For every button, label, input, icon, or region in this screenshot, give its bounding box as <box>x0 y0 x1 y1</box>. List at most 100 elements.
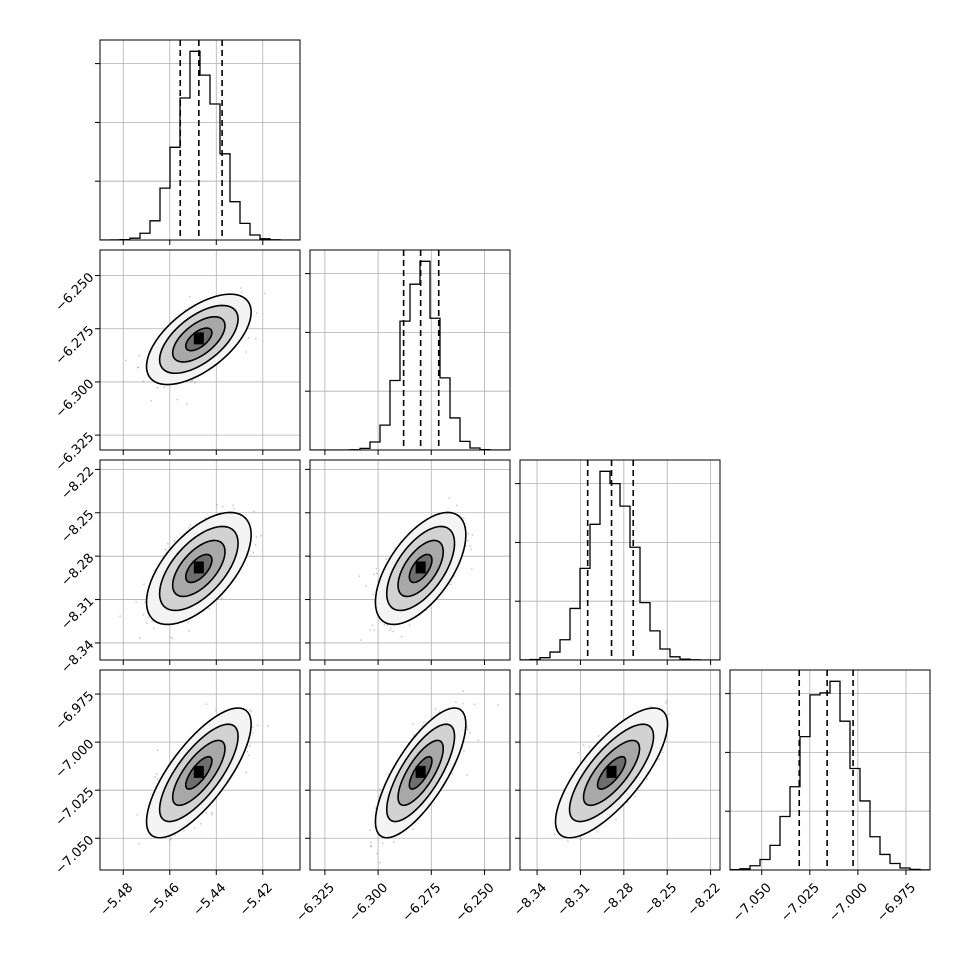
scatter-point <box>232 504 234 507</box>
x-tick-label: −8.34 <box>511 880 550 919</box>
scatter-point <box>375 567 378 570</box>
x-tick-label: −8.22 <box>685 880 724 919</box>
scatter-point <box>137 366 140 369</box>
scatter-point <box>378 788 381 791</box>
x-tick-label: −6.250 <box>453 880 498 925</box>
y-tick-label: −8.34 <box>59 638 98 677</box>
scatter-point <box>668 713 671 716</box>
x-tick-label: −8.28 <box>598 880 637 919</box>
scatter-point <box>448 497 451 500</box>
scatter-point <box>221 597 223 600</box>
scatter-point <box>185 402 188 405</box>
scatter-point <box>365 585 368 587</box>
x-tick-label: −7.000 <box>826 880 871 925</box>
scatter-point <box>264 292 266 295</box>
contour-line <box>171 315 226 363</box>
density-peak <box>193 332 204 345</box>
scatter-point <box>182 829 185 832</box>
histogram-bars <box>730 680 930 870</box>
scatter-point <box>254 337 257 340</box>
scatter-point <box>188 630 191 632</box>
scatter-point <box>155 773 158 776</box>
scatter-point <box>369 845 372 848</box>
scatter-point <box>147 616 149 619</box>
scatter-point <box>138 354 141 357</box>
contour-line <box>184 755 213 790</box>
scatter-point <box>408 624 411 627</box>
scatter-panel-3-2: −8.34 −8.31 −8.28 −8.25 −8.22 <box>511 669 724 919</box>
scatter-panel-3-0: −7.050−7.025−7.000−6.975 −5.48 −5.46 −5.44−… <box>53 669 301 919</box>
scatter-point <box>553 833 556 836</box>
contour-line <box>397 739 445 807</box>
scatter-point <box>204 517 207 520</box>
x-tick-label: −5.44 <box>191 880 230 919</box>
contour-line <box>184 327 213 352</box>
scatter-point <box>166 542 169 545</box>
histogram-bars <box>520 470 720 660</box>
scatter-point <box>256 312 258 315</box>
scatter-point <box>248 754 250 757</box>
scatter-point <box>650 705 653 708</box>
scatter-point <box>251 726 254 729</box>
scatter-point <box>467 532 470 535</box>
scatter-point <box>169 838 172 841</box>
scatter-point <box>449 583 452 586</box>
scatter-point <box>156 778 159 780</box>
scatter-point <box>186 621 189 624</box>
scatter-point <box>240 291 243 293</box>
x-tick-label: −8.31 <box>555 880 594 919</box>
scatter-point <box>615 818 617 821</box>
scatter-point <box>189 524 192 527</box>
scatter-point <box>244 351 247 353</box>
scatter-point <box>256 724 259 727</box>
scatter-point <box>251 731 254 734</box>
scatter-point <box>470 548 473 551</box>
density-peak <box>415 561 426 574</box>
scatter-panel-2-0: −8.34−8.31−8.28−8.25−8.22 <box>59 459 301 677</box>
y-tick-label: −8.25 <box>59 507 98 546</box>
panel-frame <box>729 669 931 871</box>
density-peak <box>415 765 426 778</box>
scatter-point <box>214 709 217 712</box>
scatter-point <box>497 704 500 707</box>
contour-line <box>554 707 669 839</box>
panel-frame <box>309 459 511 661</box>
scatter-point <box>245 771 248 774</box>
scatter-point <box>413 733 416 736</box>
scatter-point <box>248 745 251 747</box>
scatter-point <box>193 381 196 384</box>
scatter-point <box>477 739 480 742</box>
scatter-point <box>370 844 373 847</box>
panel-frame <box>519 459 721 661</box>
scatter-point <box>163 386 165 389</box>
y-tick-label: −8.28 <box>59 551 98 590</box>
scatter-point <box>252 551 255 554</box>
scatter-point <box>379 861 382 864</box>
contour-line <box>374 707 467 839</box>
scatter-point <box>466 728 469 731</box>
panel-frame <box>99 459 301 661</box>
scatter-point <box>375 572 378 575</box>
y-tick-label: −7.050 <box>53 833 98 878</box>
scatter-point <box>462 690 465 692</box>
scatter-point <box>580 838 583 841</box>
y-tick-label: −6.975 <box>53 689 98 734</box>
scatter-point <box>136 366 139 369</box>
x-tick-label: −6.275 <box>400 880 445 925</box>
scatter-point <box>211 811 214 814</box>
scatter-point <box>434 708 437 711</box>
scatter-point <box>470 568 473 571</box>
y-tick-label: −7.000 <box>53 737 98 782</box>
scatter-point <box>154 776 157 778</box>
scatter-point <box>254 544 257 546</box>
panel-frame <box>309 249 511 451</box>
density-peak <box>193 765 204 778</box>
scatter-point <box>661 751 664 754</box>
panel-frame <box>309 669 511 871</box>
scatter-point <box>582 744 585 746</box>
hist-panel-0 <box>95 39 301 245</box>
scatter-point <box>174 834 177 837</box>
scatter-point <box>467 539 469 542</box>
scatter-panel-3-1: −6.325 −6.300 −6.275 −6.250 <box>293 669 511 925</box>
y-tick-label: −6.300 <box>53 377 98 422</box>
